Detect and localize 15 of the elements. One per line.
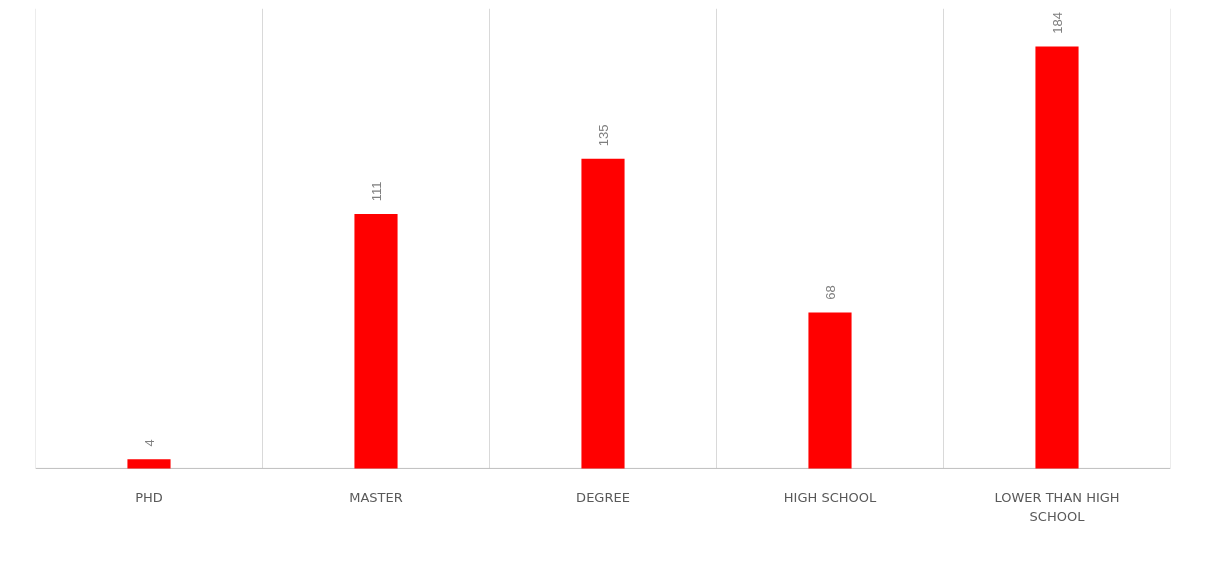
data-label: 135 (595, 124, 611, 147)
bar (354, 213, 398, 469)
x-tick-label: HIGH SCHOOL (783, 489, 877, 505)
x-tick-label: LOWER THAN HIGH SCHOOL (994, 489, 1120, 525)
x-tick-label: DEGREE (576, 489, 630, 505)
data-label: 4 (141, 439, 157, 447)
x-tick-label: PHD (135, 489, 163, 505)
bar (127, 459, 171, 469)
bar (581, 158, 625, 469)
data-label: 184 (1049, 12, 1065, 34)
bar (1035, 46, 1079, 469)
bar (808, 312, 852, 469)
data-label: 111 (368, 181, 384, 202)
data-label: 68 (822, 285, 838, 300)
x-tick-label: MASTER (349, 489, 403, 505)
